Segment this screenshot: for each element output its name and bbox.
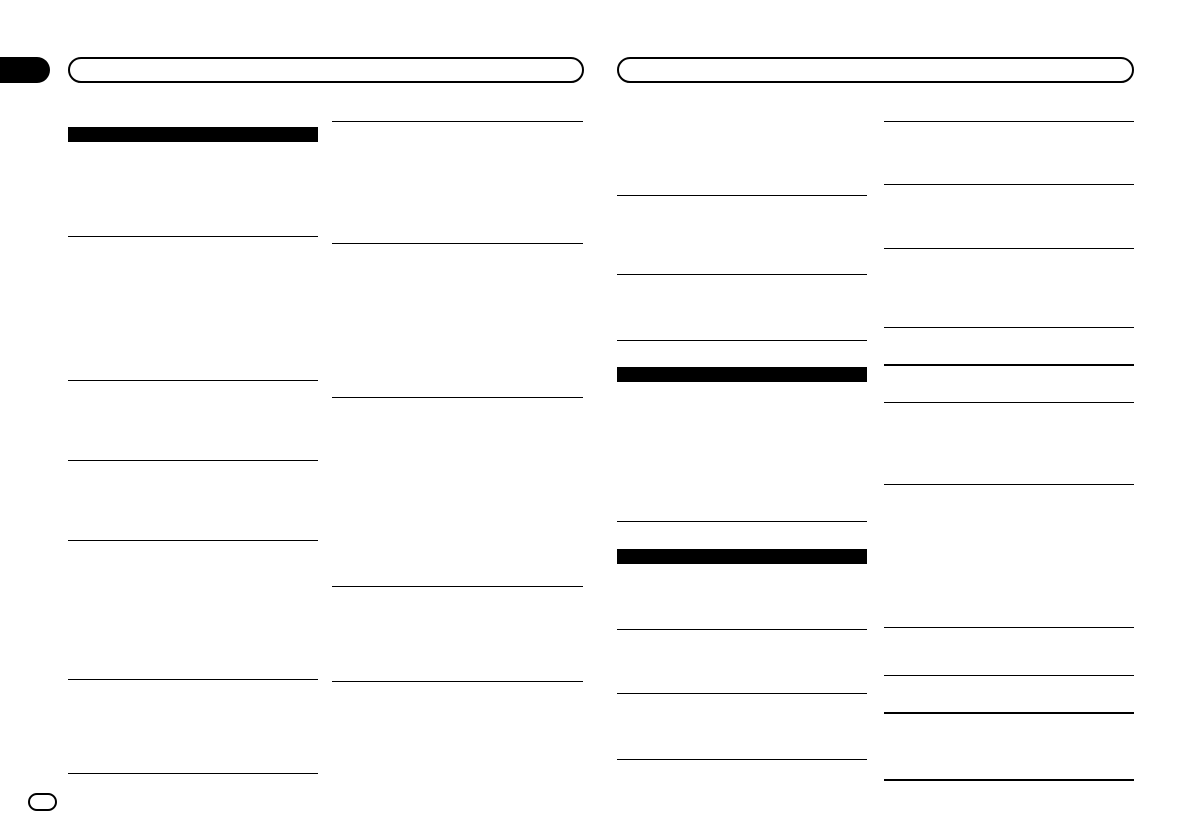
divider (68, 540, 318, 541)
divider (884, 712, 1134, 714)
divider (332, 121, 583, 122)
divider (332, 397, 583, 398)
section-heading-bar (617, 367, 867, 382)
page-header-left (68, 57, 584, 83)
divider (884, 327, 1134, 328)
divider (884, 779, 1134, 781)
divider (884, 627, 1134, 628)
divider (617, 629, 867, 630)
divider (617, 693, 867, 694)
divider (884, 184, 1134, 185)
divider (884, 121, 1134, 122)
divider (68, 236, 318, 237)
section-heading-bar (617, 549, 867, 564)
section-tab (0, 57, 50, 83)
section-heading-bar (68, 127, 318, 142)
divider (332, 586, 583, 587)
divider (617, 195, 867, 196)
divider (617, 759, 867, 760)
divider (68, 679, 318, 680)
page-header-right (617, 57, 1134, 83)
divider (68, 460, 318, 461)
divider (617, 340, 867, 341)
divider (884, 402, 1134, 403)
divider (884, 675, 1134, 676)
divider (332, 681, 583, 682)
divider (617, 274, 867, 275)
page-badge (28, 793, 57, 811)
divider (884, 248, 1134, 249)
divider (617, 521, 867, 522)
divider (68, 380, 318, 381)
divider (884, 364, 1134, 366)
divider (68, 773, 318, 774)
divider (332, 243, 583, 244)
divider (884, 484, 1134, 485)
